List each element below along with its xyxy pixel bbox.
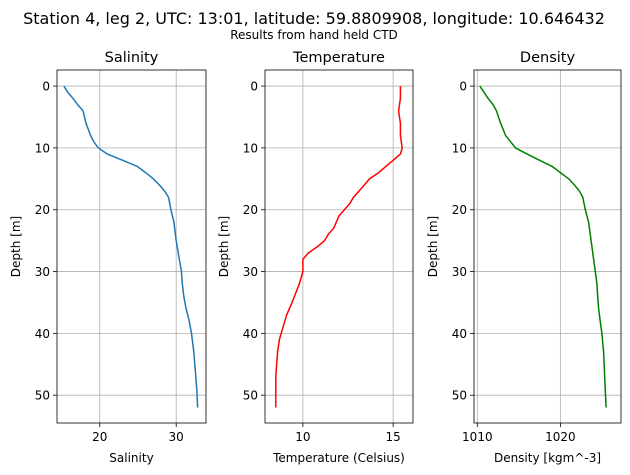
- temperature-x-tick-label: 15: [386, 430, 401, 444]
- density-y-tick-label: 50: [452, 389, 467, 403]
- temperature-axes-frame: [264, 69, 414, 424]
- salinity-y-tick-label: 50: [35, 389, 50, 403]
- temperature-panel: 10 15 0 10 20 30 40 50 Temperature Temperature (C…: [217, 50, 414, 465]
- salinity-x-axis-label: Salinity: [109, 451, 153, 465]
- salinity-title: Salinity: [105, 50, 159, 66]
- salinity-y-tick-label: 30: [35, 265, 50, 279]
- density-y-tick-label: 20: [452, 203, 467, 217]
- temperature-series-line: [275, 86, 403, 408]
- density-x-tick-label: 1020: [545, 430, 576, 444]
- salinity-y-axis-label: Depth [m]: [9, 216, 23, 277]
- salinity-y-tick-label: 20: [35, 203, 50, 217]
- salinity-axes-frame: [56, 69, 207, 424]
- figure-subtitle: Results from hand held CTD: [230, 28, 398, 42]
- density-y-tick-label: 30: [452, 265, 467, 279]
- density-axes-frame: [473, 69, 622, 424]
- salinity-panel: 20 30 0 10 20 30 40 50 Salinity Salinity Depth [m]: [9, 50, 207, 465]
- temperature-y-tick-label: 50: [243, 389, 258, 403]
- temperature-x-tick-label: 10: [295, 430, 310, 444]
- density-x-tick-label: 1010: [462, 430, 493, 444]
- density-title: Density: [520, 50, 576, 66]
- density-y-tick-label: 10: [452, 141, 467, 155]
- salinity-x-tick-label: 30: [169, 430, 184, 444]
- temperature-y-tick-label: 20: [243, 203, 258, 217]
- density-y-axis-label: Depth [m]: [426, 216, 440, 277]
- salinity-series-line: [63, 85, 199, 408]
- temperature-y-tick-label: 30: [243, 265, 258, 279]
- salinity-x-tick-label: 20: [92, 430, 107, 444]
- density-x-axis-label: Density [kgm^-3]: [494, 451, 601, 465]
- temperature-y-axis-label: Depth [m]: [217, 216, 231, 277]
- temperature-x-axis-label: Temperature (Celsius): [272, 451, 405, 465]
- density-y-tick-label: 40: [452, 327, 467, 341]
- density-series-line: [479, 85, 607, 408]
- figure-suptitle: Station 4, leg 2, UTC: 13:01, latitude: …: [23, 9, 605, 28]
- temperature-title: Temperature: [292, 50, 385, 66]
- temperature-y-tick-label: 0: [250, 80, 258, 94]
- temperature-y-tick-label: 40: [243, 327, 258, 341]
- salinity-y-tick-label: 0: [42, 80, 50, 94]
- density-y-tick-label: 0: [459, 80, 467, 94]
- salinity-y-tick-label: 10: [35, 141, 50, 155]
- temperature-y-tick-label: 10: [243, 141, 258, 155]
- salinity-y-tick-label: 40: [35, 327, 50, 341]
